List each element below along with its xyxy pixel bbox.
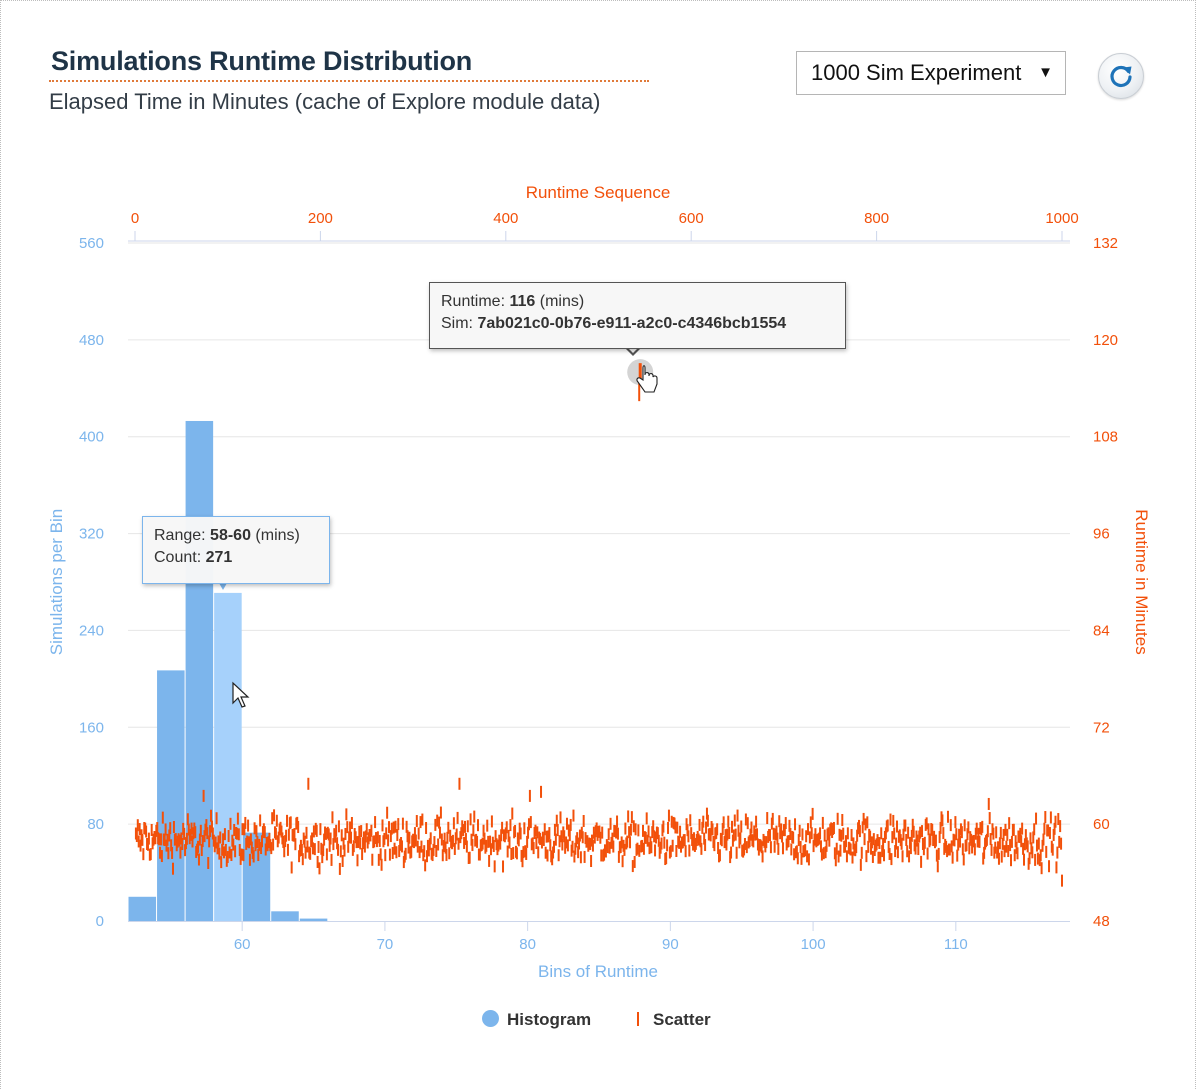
page-subtitle: Elapsed Time in Minutes (cache of Explor… xyxy=(49,89,601,114)
top-axis-tick-label: 200 xyxy=(308,210,333,227)
top-axis-tick-label: 0 xyxy=(131,210,139,227)
legend-item-histogram[interactable]: Histogram xyxy=(482,1010,591,1030)
top-axis-tick-label: 400 xyxy=(493,210,518,227)
histogram-bar xyxy=(157,670,185,921)
refresh-icon xyxy=(1110,65,1132,88)
scatter-legend-icon xyxy=(637,1012,639,1026)
top-axis-tick-label: 1000 xyxy=(1045,210,1078,227)
histogram-bar xyxy=(128,896,157,921)
right-axis-tick-label: 132 xyxy=(1093,235,1118,252)
bottom-axis-tick-label: 70 xyxy=(377,936,394,953)
histogram-tooltip: Range: 58-60 (mins) Count: 271 xyxy=(142,516,330,584)
title-underline xyxy=(49,80,649,82)
right-axis-tick-label: 48 xyxy=(1093,913,1110,930)
left-axis-tick-label: 240 xyxy=(79,622,104,639)
bottom-axis-tick-label: 90 xyxy=(662,936,679,953)
cursor-arrow-icon xyxy=(232,681,250,708)
cursor-hand-icon xyxy=(636,365,658,393)
top-axis-tick-label: 800 xyxy=(864,210,889,227)
histogram-bar xyxy=(214,592,242,921)
left-axis-title: Simulations per Bin xyxy=(47,509,66,655)
right-axis-tick-label: 108 xyxy=(1093,429,1118,446)
bottom-axis-tick-label: 100 xyxy=(801,936,826,953)
right-axis-tick-label: 72 xyxy=(1093,719,1110,736)
histogram-tooltip-pointer xyxy=(219,583,227,590)
top-axis-tick-label: 600 xyxy=(679,210,704,227)
bottom-axis-tick-label: 60 xyxy=(234,936,251,953)
left-axis-tick-label: 0 xyxy=(96,913,104,930)
right-axis-tick-label: 96 xyxy=(1093,526,1110,543)
right-axis-tick-label: 60 xyxy=(1093,816,1110,833)
scatter-tooltip: Runtime: 116 (mins) Sim: 7ab021c0-0b76-e… xyxy=(429,282,846,349)
left-axis-tick-label: 80 xyxy=(87,816,104,833)
left-axis-tick-label: 560 xyxy=(79,235,104,252)
right-axis-tick-label: 120 xyxy=(1093,332,1118,349)
left-axis-tick-label: 160 xyxy=(79,719,104,736)
legend-item-scatter[interactable]: Scatter xyxy=(634,1010,711,1030)
histogram-legend-icon xyxy=(482,1010,499,1027)
bottom-axis-title: Bins of Runtime xyxy=(538,962,658,981)
histogram-bar xyxy=(271,911,299,921)
experiment-select[interactable]: 1000 Sim Experiment ▼ xyxy=(796,51,1066,95)
histogram-bar xyxy=(299,918,328,921)
page-title: Simulations Runtime Distribution xyxy=(51,46,473,76)
histogram-legend-label: Histogram xyxy=(507,1010,592,1029)
left-axis-tick-label: 480 xyxy=(79,332,104,349)
left-axis-tick-label: 320 xyxy=(79,526,104,543)
scatter-legend-label: Scatter xyxy=(653,1010,711,1029)
top-axis-title: Runtime Sequence xyxy=(526,183,671,202)
bottom-axis-tick-label: 110 xyxy=(944,936,968,953)
right-axis-title: Runtime in Minutes xyxy=(1132,509,1151,655)
right-axis-tick-label: 84 xyxy=(1093,622,1110,639)
experiment-select-value: 1000 Sim Experiment xyxy=(811,60,1022,85)
refresh-button[interactable] xyxy=(1098,53,1144,99)
chevron-down-icon: ▼ xyxy=(1038,64,1053,81)
left-axis-tick-label: 400 xyxy=(79,429,104,446)
bottom-axis-tick-label: 80 xyxy=(519,936,536,953)
